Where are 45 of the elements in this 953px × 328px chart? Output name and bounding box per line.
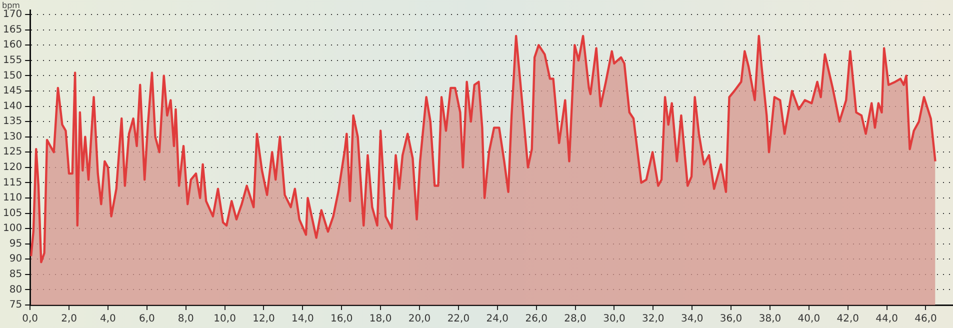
x-tick-label: 28,0 [564, 314, 586, 325]
x-tick-label: 22,0 [447, 314, 470, 325]
y-tick-label: 75 [9, 300, 22, 311]
y-tick-label: 160 [2, 40, 22, 51]
x-tick-label: 32,0 [642, 314, 664, 325]
x-tick-label: 38,0 [758, 314, 782, 325]
x-tick-label: 46,0 [914, 314, 937, 325]
x-tick-label: 18,0 [369, 314, 392, 325]
y-tick-label: 100 [2, 223, 22, 234]
x-tick-label: 16,0 [330, 314, 353, 325]
y-tick-label: 115 [2, 177, 22, 188]
y-tick-label: 90 [9, 254, 22, 265]
y-tick-label: 155 [2, 55, 22, 66]
x-tick-label: 10,0 [214, 314, 236, 325]
y-tick-label: 150 [2, 70, 22, 82]
y-tick-label: 80 [9, 284, 22, 296]
x-tick-label: 40,0 [798, 314, 820, 325]
y-tick-label: 165 [2, 24, 22, 36]
y-tick-label: 125 [2, 146, 22, 158]
x-tick-label: 8,0 [178, 314, 194, 325]
y-tick-label: 95 [9, 238, 22, 250]
y-tick-label: 140 [2, 100, 22, 112]
x-tick-label: 44,0 [876, 314, 898, 325]
x-tick-label: 6,0 [138, 314, 155, 325]
x-tick-label: 14,0 [292, 314, 314, 325]
x-tick-label: 36,0 [720, 314, 742, 325]
y-tick-label: 130 [2, 131, 22, 142]
y-tick-label: 110 [2, 192, 22, 204]
x-tick-label: 0,0 [22, 314, 38, 325]
x-tick-label: 4,0 [100, 314, 116, 325]
x-tick-label: 12,0 [252, 314, 275, 325]
x-tick-label: 2,0 [61, 314, 77, 325]
x-tick-label: 30,0 [603, 314, 626, 325]
x-tick-label: 24,0 [486, 314, 509, 325]
y-tick-label: 120 [2, 162, 22, 174]
y-axis-title: bpm [2, 1, 20, 10]
y-tick-label: 105 [2, 208, 22, 219]
y-tick-label: 85 [9, 269, 22, 280]
x-tick-label: 42,0 [836, 314, 859, 325]
y-tick-label: 145 [2, 86, 22, 97]
y-tick-label: 135 [2, 116, 22, 128]
y-tick-label: 170 [2, 9, 22, 20]
x-tick-label: 34,0 [680, 314, 704, 325]
x-tick-label: 26,0 [525, 314, 548, 325]
x-tick-label: 20,0 [408, 314, 431, 325]
